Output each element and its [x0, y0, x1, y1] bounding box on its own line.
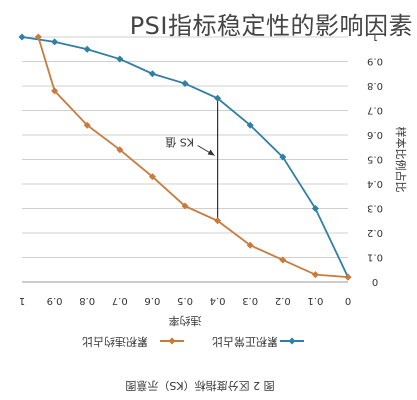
series-point-0 — [18, 33, 26, 41]
series-point-1 — [148, 173, 156, 181]
series-point-0 — [51, 38, 59, 46]
legend-label-0: 累积正常占比 — [212, 335, 278, 349]
x-tick-label: 1 — [19, 295, 25, 306]
series-point-1 — [116, 146, 124, 154]
x-tick-label: 0.3 — [242, 295, 258, 306]
overlay-title-bar: PSI指标稳定性的影响因素 — [0, 6, 417, 46]
series-point-1 — [311, 271, 319, 279]
x-tick-label: 0 — [345, 295, 351, 306]
series-point-1 — [344, 273, 352, 281]
x-tick-label: 0.4 — [210, 295, 226, 306]
ks-label: KS 值 — [165, 136, 194, 149]
series-point-0 — [181, 80, 189, 88]
y-tick-label: 0.3 — [367, 203, 383, 214]
series-point-0 — [83, 45, 91, 53]
legend-marker-0 — [288, 337, 296, 345]
series-point-0 — [116, 55, 124, 63]
overlay-title: PSI指标稳定性的影响因素 — [129, 12, 413, 40]
series-line-1 — [37, 36, 349, 278]
series-point-0 — [279, 153, 287, 161]
y-axis-title: 样本比例占比 — [394, 127, 408, 193]
x-tick-label: 0.5 — [177, 295, 193, 306]
y-tick-label: 1 — [372, 31, 378, 42]
ks-arrowhead — [207, 149, 215, 156]
series-point-0 — [246, 121, 254, 129]
legend-marker-1 — [168, 337, 176, 345]
y-tick-label: 0.8 — [367, 80, 383, 91]
series-point-0 — [214, 94, 222, 102]
y-tick-label: 0.6 — [367, 129, 383, 140]
series-point-1 — [214, 217, 222, 225]
figure-caption: 图 2 区分度指标（KS）示意图 — [125, 379, 274, 393]
y-tick-label: 0.5 — [367, 154, 383, 165]
series-point-1 — [246, 241, 254, 249]
y-tick-label: 0.7 — [367, 105, 383, 116]
x-tick-label: 0.6 — [144, 295, 160, 306]
x-tick-label: 0.1 — [307, 295, 323, 306]
series-point-1 — [83, 121, 91, 129]
x-tick-label: 0.9 — [47, 295, 63, 306]
y-tick-label: 0.2 — [367, 227, 383, 238]
legend-label-1: 累积违约占比 — [82, 335, 148, 349]
x-tick-label: 0.8 — [79, 295, 95, 306]
series-point-0 — [311, 205, 319, 212]
series-point-1 — [181, 202, 189, 210]
series-point-1 — [279, 256, 287, 264]
series-point-1 — [51, 87, 59, 95]
x-tick-label: 0.7 — [112, 295, 128, 306]
y-tick-label: 0.1 — [367, 252, 383, 263]
y-tick-label: 0.9 — [367, 56, 383, 67]
y-tick-label: 0.4 — [367, 178, 383, 189]
series-line-0 — [21, 36, 349, 278]
y-tick-label: 0 — [372, 276, 378, 287]
x-tick-label: 0.2 — [275, 295, 291, 306]
x-axis-title: 违约率 — [169, 314, 202, 328]
series-point-0 — [148, 70, 156, 78]
series-point-1 — [34, 33, 42, 41]
